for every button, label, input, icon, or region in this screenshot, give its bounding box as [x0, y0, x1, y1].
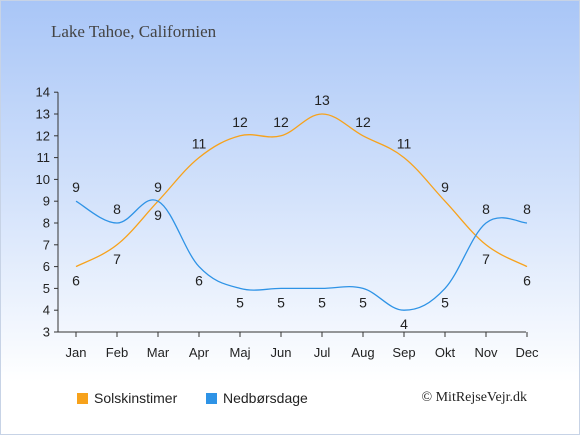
- data-label-sun: 11: [397, 136, 412, 152]
- data-label-rain: 5: [359, 294, 367, 310]
- legend-item-sun: Solskinstimer: [77, 390, 177, 406]
- data-label-sun: 6: [72, 273, 80, 289]
- data-label-sun: 7: [482, 251, 490, 267]
- x-tick-label: Jan: [66, 345, 87, 360]
- x-tick-label: Okt: [435, 345, 456, 360]
- data-label-sun: 7: [113, 251, 121, 267]
- series-line-sun: [75, 113, 528, 268]
- legend-swatch-rain: [206, 392, 217, 404]
- legend-label-sun: Solskinstimer: [94, 390, 178, 406]
- y-tick-label: 11: [37, 150, 51, 165]
- legend-item-rain: Nedbørsdage: [206, 390, 308, 406]
- y-tick-label: 10: [36, 172, 50, 187]
- data-label-sun: 9: [154, 179, 162, 195]
- chart-title: Lake Tahoe, Californien: [51, 22, 217, 41]
- y-tick-label: 4: [43, 303, 50, 318]
- x-tick-label: Apr: [189, 345, 210, 360]
- y-tick-label: 14: [36, 85, 50, 100]
- y-tick-label: 6: [43, 259, 50, 274]
- y-tick-label: 5: [43, 281, 50, 296]
- series-line-rain: [75, 199, 528, 311]
- data-label-sun: 11: [192, 136, 207, 152]
- x-tick-label: Jul: [314, 345, 331, 360]
- y-tick-label: 13: [36, 107, 50, 122]
- y-tick-label: 9: [43, 194, 50, 209]
- data-label-rain: 5: [236, 294, 244, 310]
- x-tick-label: Sep: [392, 345, 415, 360]
- data-label-rain: 8: [113, 201, 121, 217]
- copyright-text: © MitRejseVejr.dk: [421, 390, 527, 405]
- data-label-rain: 5: [277, 294, 285, 310]
- data-label-sun: 13: [314, 92, 330, 108]
- data-label-rain: 4: [400, 316, 408, 332]
- legend-swatch-sun: [77, 392, 88, 404]
- data-label-sun: 12: [355, 114, 371, 130]
- y-tick-label: 8: [43, 216, 50, 231]
- y-tick-label: 12: [36, 128, 50, 143]
- data-label-sun: 12: [273, 114, 289, 130]
- x-tick-label: Dec: [515, 345, 539, 360]
- x-tick-label: Feb: [106, 345, 128, 360]
- data-label-rain: 8: [482, 201, 490, 217]
- data-label-rain: 5: [441, 294, 449, 310]
- data-label-sun: 9: [441, 179, 449, 195]
- x-tick-label: Aug: [351, 345, 374, 360]
- y-tick-label: 7: [43, 237, 50, 252]
- data-label-rain: 6: [195, 273, 203, 289]
- x-tick-label: Nov: [474, 345, 498, 360]
- data-label-rain: 5: [318, 294, 326, 310]
- y-tick-label: 3: [43, 325, 50, 340]
- data-label-rain: 9: [72, 179, 80, 195]
- x-tick-label: Jun: [271, 345, 292, 360]
- x-tick-label: Maj: [230, 345, 251, 360]
- data-label-sun: 12: [232, 114, 248, 130]
- data-label-sun: 6: [523, 273, 531, 289]
- x-tick-label: Mar: [147, 345, 170, 360]
- legend-label-rain: Nedbørsdage: [223, 390, 308, 406]
- data-label-rain: 8: [523, 201, 531, 217]
- data-label-rain: 9: [154, 207, 162, 223]
